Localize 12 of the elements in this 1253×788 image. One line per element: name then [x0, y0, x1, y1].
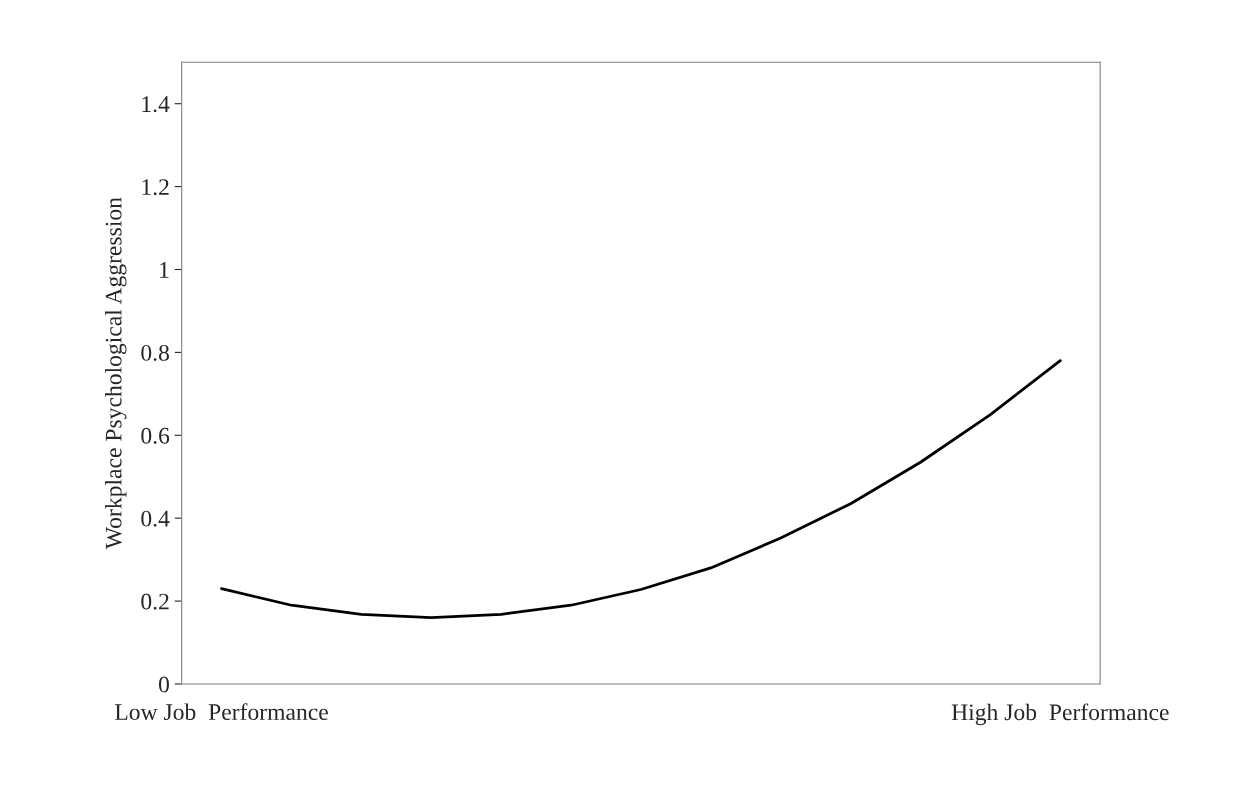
- y-tick-label: 0.6: [141, 427, 170, 444]
- x-tick-label: Low Job Performance: [115, 703, 328, 721]
- y-tick-label: 0: [158, 676, 169, 693]
- y-tick-label: 0.8: [141, 344, 169, 361]
- line-series: [220, 359, 1062, 620]
- y-tick-label: 1.2: [142, 179, 169, 196]
- y-tick-label: 0.2: [141, 593, 169, 610]
- y-tick-label: 1.4: [142, 96, 170, 113]
- y-axis-title: Workplace Psychological Aggression: [105, 197, 127, 550]
- x-tick-label: High Job Performance: [951, 703, 1169, 726]
- y-tick-label: 0.4: [141, 510, 170, 527]
- y-tick-label: 1: [160, 262, 169, 278]
